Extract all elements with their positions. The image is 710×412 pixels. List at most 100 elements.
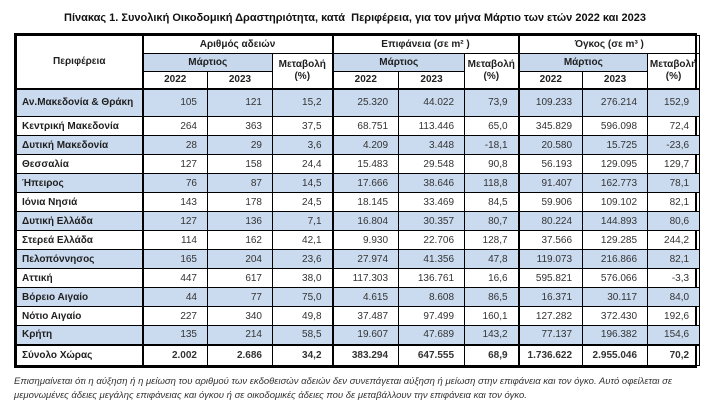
month-header-volume: Μάρτιος: [517, 53, 649, 72]
value-cell: 72,4: [647, 116, 701, 136]
value-cell: 37.487: [331, 306, 400, 326]
value-cell: 143: [141, 192, 208, 212]
value-cell: 127: [141, 154, 208, 174]
value-cell: 7,1: [271, 211, 334, 231]
group-header-volume: Όγκος (σε m³ ): [517, 35, 701, 54]
value-cell: 28: [141, 135, 208, 155]
value-cell: 121: [207, 88, 273, 117]
value-cell: 76: [141, 173, 208, 193]
group-header-permits: Αριθμός αδειών: [141, 35, 334, 54]
value-cell: 82,1: [647, 192, 701, 212]
value-cell: 264: [141, 116, 208, 136]
table-header: Περιφέρεια Αριθμός αδειών Επιφάνεια (σε …: [16, 35, 701, 90]
change-label: Μεταβολή: [649, 58, 698, 70]
value-cell: 80,6: [647, 211, 701, 231]
value-cell: 38,0: [271, 268, 334, 288]
activity-table: Περιφέρεια Αριθμός αδειών Επιφάνεια (σε …: [14, 33, 701, 368]
value-cell: 38.646: [398, 173, 466, 193]
group-header-row: Περιφέρεια Αριθμός αδειών Επιφάνεια (σε …: [16, 35, 701, 90]
year-header-volume-2022: 2022: [517, 71, 584, 90]
value-cell: 9.930: [331, 230, 400, 250]
region-cell: Δυτική Ελλάδα: [16, 211, 143, 231]
value-cell: 345.829: [517, 116, 584, 136]
value-cell: 30.357: [398, 211, 466, 231]
value-cell: 68,9: [464, 343, 520, 366]
value-cell: 129,7: [647, 154, 701, 174]
value-cell: 25.320: [331, 88, 400, 117]
value-cell: 160,1: [464, 306, 520, 326]
value-cell: 77: [207, 287, 273, 307]
region-cell: Αττική: [16, 268, 143, 288]
month-header-surface: Μάρτιος: [331, 53, 466, 72]
value-cell: 127: [141, 211, 208, 231]
value-cell: 17.666: [331, 173, 400, 193]
table-row: Πελοπόννησος 165 204 23,6 27.974 41.356 …: [16, 249, 701, 269]
region-cell: Δυτική Μακεδονία: [16, 135, 143, 155]
region-cell: Νότιο Αιγαίο: [16, 306, 143, 326]
value-cell: 87: [207, 173, 273, 193]
table-row: Αττική 447 617 38,0 117.303 136.761 16,6…: [16, 268, 701, 288]
table-row: Κρήτη 135 214 58,5 19.607 47.689 143,2 7…: [16, 325, 701, 345]
value-cell: 47.689: [398, 325, 466, 345]
value-cell: 2.002: [141, 343, 208, 366]
value-cell: 647.555: [398, 343, 466, 366]
table-body: Αν.Μακεδονία & Θράκη 105 121 15,2 25.320…: [16, 88, 701, 345]
value-cell: 82,1: [647, 249, 701, 269]
value-cell: 14,5: [271, 173, 334, 193]
value-cell: 152,9: [647, 88, 701, 117]
value-cell: 144.893: [582, 211, 649, 231]
change-header-volume: Μεταβολή (%): [647, 53, 701, 90]
value-cell: 2.955.046: [582, 343, 649, 366]
value-cell: 595.821: [517, 268, 584, 288]
table-total: Σύνολο Χώρας 2.002 2.686 34,2 383.294 64…: [16, 343, 701, 366]
value-cell: -23,6: [647, 135, 701, 155]
footnote: Επισημαίνεται ότι η αύξηση ή η μείωση το…: [14, 376, 673, 401]
value-cell: 127.282: [517, 306, 584, 326]
value-cell: 77.137: [517, 325, 584, 345]
total-row: Σύνολο Χώρας 2.002 2.686 34,2 383.294 64…: [16, 343, 701, 366]
change-header-surface: Μεταβολή (%): [464, 53, 520, 90]
value-cell: 44.022: [398, 88, 466, 117]
value-cell: 136: [207, 211, 273, 231]
value-cell: 165: [141, 249, 208, 269]
value-cell: 216.866: [582, 249, 649, 269]
value-cell: 37.566: [517, 230, 584, 250]
value-cell: 86,5: [464, 287, 520, 307]
change-unit: (%): [294, 70, 311, 82]
region-cell: Πελοπόννησος: [16, 249, 143, 269]
value-cell: 16.371: [517, 287, 584, 307]
year-header-volume-2023: 2023: [582, 71, 649, 90]
value-cell: 15,2: [271, 88, 334, 117]
value-cell: 49,8: [271, 306, 334, 326]
value-cell: 178: [207, 192, 273, 212]
value-cell: 22.706: [398, 230, 466, 250]
value-cell: 23,6: [271, 249, 334, 269]
value-cell: 44: [141, 287, 208, 307]
page-title: Πίνακας 1. Συνολική Οικοδομική Δραστηριό…: [64, 12, 646, 24]
value-cell: 109.233: [517, 88, 584, 117]
value-cell: 24,5: [271, 192, 334, 212]
value-cell: 97.499: [398, 306, 466, 326]
table-row: Ιόνια Νησιά 143 178 24,5 18.145 33.469 8…: [16, 192, 701, 212]
value-cell: 65,0: [464, 116, 520, 136]
value-cell: 154,6: [647, 325, 701, 345]
value-cell: -3,3: [647, 268, 701, 288]
value-cell: 19.607: [331, 325, 400, 345]
value-cell: 70,2: [647, 343, 701, 366]
value-cell: 59.906: [517, 192, 584, 212]
value-cell: 24,4: [271, 154, 334, 174]
value-cell: 118,8: [464, 173, 520, 193]
table-row: Δυτική Ελλάδα 127 136 7,1 16.804 30.357 …: [16, 211, 701, 231]
value-cell: 33.469: [398, 192, 466, 212]
value-cell: 78,1: [647, 173, 701, 193]
value-cell: 8.608: [398, 287, 466, 307]
year-header-surface-2022: 2022: [331, 71, 400, 90]
value-cell: -18,1: [464, 135, 520, 155]
value-cell: 34,2: [271, 343, 334, 366]
value-cell: 4.615: [331, 287, 400, 307]
value-cell: 18.145: [331, 192, 400, 212]
value-cell: 2.686: [207, 343, 273, 366]
value-cell: 80.224: [517, 211, 584, 231]
value-cell: 47,8: [464, 249, 520, 269]
value-cell: 1.736.622: [517, 343, 584, 366]
